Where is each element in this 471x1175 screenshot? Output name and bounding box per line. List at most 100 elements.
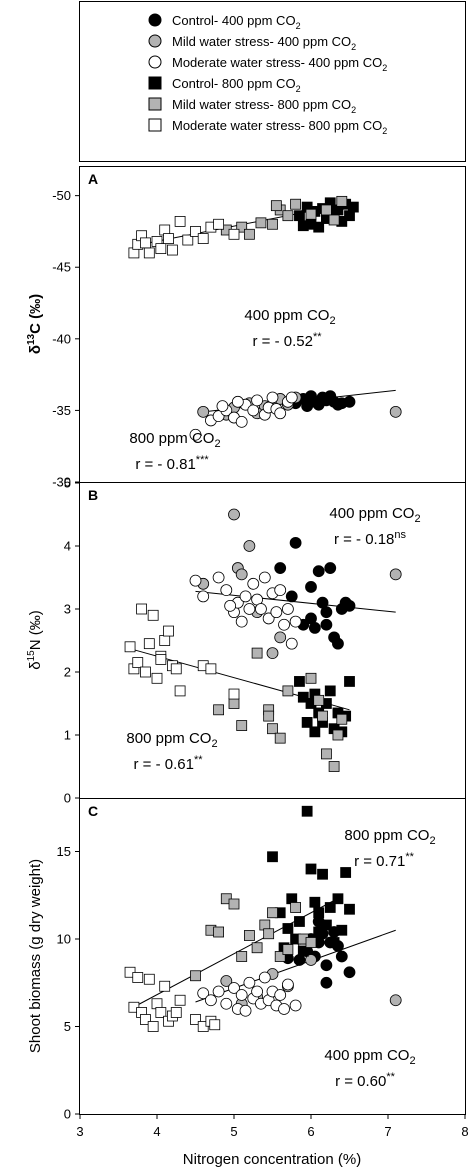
legend-label-0: Control- 400 ppm CO2 [172,13,301,31]
legend-marker-4 [148,97,162,111]
data-point-b-s5 [132,657,144,668]
annotation-b-r-400: r = - 0.18ns [334,529,407,548]
data-point-a-s0 [343,395,356,408]
data-point-b-s2 [289,615,302,628]
y-tick-label-b: 3 [64,602,71,617]
data-point-c-s0 [335,950,348,963]
data-point-a-s5 [182,234,194,246]
data-point-b-s5 [174,685,186,697]
data-point-a-s2 [274,407,287,420]
data-point-b-s3 [301,717,313,728]
legend: Control- 400 ppm CO2 Mild water stress- 4… [79,1,466,162]
data-point-b-s4 [251,647,263,659]
data-point-b-s1 [235,568,248,581]
data-point-b-s2 [247,577,260,590]
y-tick-label-c: 15 [57,844,71,859]
data-point-c-s2 [235,989,248,1001]
data-point-b-s4 [236,720,248,731]
data-point-c-s3 [313,907,325,919]
data-point-c-s5 [209,1019,221,1031]
data-point-b-s0 [324,562,337,574]
data-point-c-s0 [320,959,333,972]
data-point-a-s2 [247,404,260,417]
data-point-b-s0 [332,637,344,650]
data-point-c-s1 [305,954,317,966]
data-point-c-s2 [289,999,302,1012]
data-point-a-s2 [285,391,298,404]
data-point-b-s4 [267,723,278,735]
data-point-a-s5 [143,247,155,259]
y-tick-label-b: 0 [64,791,71,806]
data-point-a-s5 [174,216,186,227]
data-point-c-s4 [263,928,275,940]
data-point-c-s2 [278,1003,290,1015]
data-point-a-s2 [251,394,264,407]
data-point-b-s5 [155,654,167,665]
annotation-c-r-800: r = 0.71** [354,851,415,870]
y-tick-label-b: 1 [64,728,71,743]
panel-a-label: A [88,171,98,187]
panel-b-plot: 0 1 2 3 4 5 [64,476,402,806]
data-point-c-s4 [282,944,294,955]
y-tick-label-c: 0 [64,1107,71,1122]
data-point-a-s5 [213,218,225,230]
data-point-c-s3 [301,805,313,817]
legend-marker-1 [148,34,162,48]
data-point-b-s0 [320,618,333,631]
data-point-c-s5 [143,973,155,985]
data-point-a-s1 [389,405,402,418]
data-point-b-s2 [278,618,290,631]
data-point-c-s3 [344,903,355,915]
annotation-a-800-ppm: 800 ppm CO2 [129,430,220,450]
data-point-c-s5 [159,980,171,992]
data-point-c-s2 [281,978,294,991]
data-point-b-s0 [285,590,298,603]
x-tick-label: 3 [76,1124,83,1139]
data-point-a-s5 [190,226,201,237]
data-point-c-s3 [313,926,325,938]
data-point-a-s3 [347,201,359,213]
legend-box [79,1,466,162]
annotation-c-r-400: r = 0.60** [335,1071,396,1090]
data-point-b-s0 [305,612,317,625]
data-point-a-s4 [243,228,255,240]
data-point-c-s3 [332,893,344,905]
data-point-b-s4 [228,698,240,709]
data-point-c-s2 [243,976,256,989]
y-tick-label-b: 2 [64,665,71,680]
data-point-b-s2 [274,584,287,596]
y-tick-label-a: -50 [52,188,71,203]
annotation-c-400-ppm: 400 ppm CO2 [324,1047,415,1067]
data-point-b-s4 [213,704,225,716]
data-point-a-s1 [197,405,210,418]
data-point-b-s1 [266,647,279,659]
y-tick-label-c: 5 [64,1019,71,1034]
legend-label-3: Control- 800 ppm CO2 [172,76,301,94]
data-point-b-s4 [274,732,286,744]
data-point-b-s3 [344,676,355,687]
data-point-a-s5 [228,228,240,240]
data-point-b-s5 [151,672,163,684]
data-point-a-s2 [216,400,229,413]
x-tick-label: 6 [307,1124,314,1139]
data-point-c-s2 [258,971,271,984]
data-point-c-s3 [340,867,352,878]
data-point-b-s4 [282,685,294,697]
legend-label-1: Mild water stress- 400 ppm CO2 [172,34,356,52]
data-point-c-s5 [174,994,186,1006]
data-point-b-s3 [297,691,309,703]
data-point-b-s3 [324,685,336,697]
panel-a-ylabel: δ13C (‰) [26,294,44,354]
data-point-a-s5 [155,243,167,255]
data-point-b-s2 [220,584,233,596]
data-point-c-s3 [320,919,332,931]
data-point-c-s3 [336,924,348,936]
data-point-a-s5 [163,233,174,244]
data-point-a-s4 [320,204,332,216]
data-point-b-s5 [143,638,155,650]
legend-label-4: Mild water stress- 800 ppm CO2 [172,97,356,115]
data-point-b-s5 [205,663,217,675]
data-point-b-s2 [239,590,252,603]
data-point-b-s2 [285,637,298,650]
